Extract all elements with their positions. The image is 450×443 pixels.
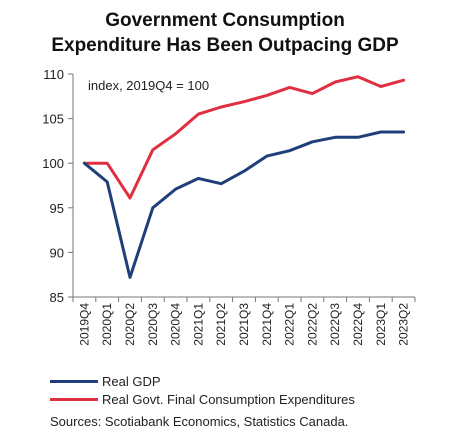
- x-tick-label: 2020Q2: [123, 303, 137, 346]
- x-tick-label: 2020Q4: [169, 303, 183, 346]
- x-tick-label: 2021Q2: [214, 303, 228, 346]
- y-tick-label: 85: [50, 290, 64, 305]
- x-tick-label: 2020Q3: [146, 303, 160, 346]
- legend-label-gdp: Real GDP: [102, 373, 161, 389]
- x-tick-label: 2021Q4: [260, 303, 274, 346]
- legend-item-gdp: Real GDP: [50, 372, 355, 390]
- x-tick-label: 2022Q3: [328, 303, 342, 346]
- x-tick-label: 2023Q1: [374, 303, 388, 346]
- chart-title-line-2: Expenditure Has Been Outpacing GDP: [51, 35, 399, 56]
- x-tick-label: 2022Q4: [351, 303, 365, 346]
- chart-title-line-1: Government Consumption: [105, 10, 345, 31]
- x-tick-label: 2022Q2: [305, 303, 319, 346]
- legend-item-govt: Real Govt. Final Consumption Expenditure…: [50, 390, 355, 408]
- source-note: Sources: Scotiabank Economics, Statistic…: [50, 414, 349, 429]
- x-tick-label: 2020Q1: [100, 303, 114, 346]
- x-tick-label: 2019Q4: [77, 303, 91, 346]
- x-tick-label: 2021Q3: [237, 303, 251, 346]
- x-tick-label: 2022Q1: [283, 303, 297, 346]
- x-tick-label: 2023Q2: [397, 303, 411, 346]
- x-tick-label: 2021Q1: [191, 303, 205, 346]
- y-tick-label: 100: [42, 156, 64, 171]
- series-line-real-gdp: [82, 130, 406, 279]
- y-tick-label: 110: [43, 67, 64, 82]
- y-tick-label: 95: [50, 201, 64, 216]
- legend-label-govt: Real Govt. Final Consumption Expenditure…: [102, 391, 355, 407]
- index-annotation: index, 2019Q4 = 100: [88, 78, 209, 93]
- legend-swatch-gdp: [50, 379, 98, 383]
- y-tick-label: 105: [42, 112, 64, 127]
- legend: Real GDP Real Govt. Final Consumption Ex…: [50, 372, 355, 408]
- chart-title: Government Consumption Expenditure Has B…: [0, 8, 450, 58]
- series-line-real-govt-consumption: [82, 75, 406, 200]
- legend-swatch-govt: [50, 397, 98, 401]
- line-chart: index, 2019Q4 = 100 85 90 95 100 105 110 2019Q…: [42, 67, 416, 346]
- y-tick-label: 90: [50, 245, 64, 260]
